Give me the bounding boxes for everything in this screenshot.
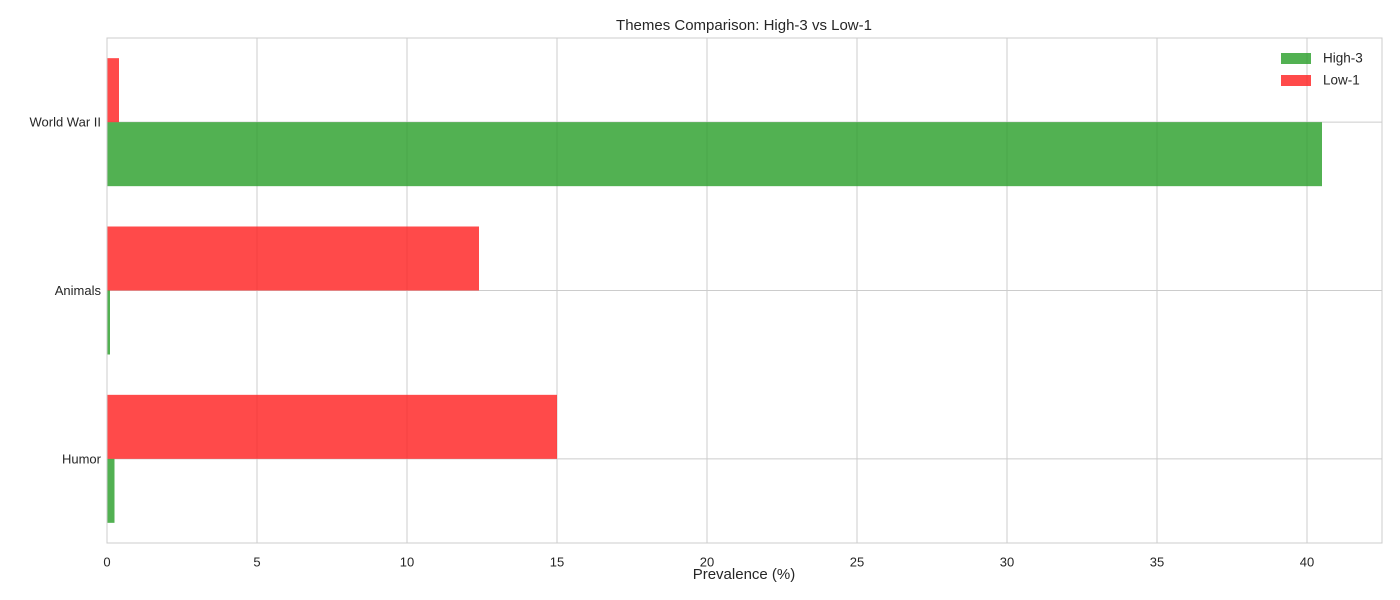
x-tick-label: 30 (1000, 555, 1014, 570)
x-tick-label: 5 (253, 555, 260, 570)
x-axis-title: Prevalence (%) (693, 566, 796, 583)
bar-high-3-humor (107, 458, 115, 523)
x-tick-label: 25 (850, 555, 864, 570)
x-tick-label: 0 (103, 555, 110, 570)
x-tick-labels: 0 5 10 15 20 25 30 35 40 (103, 555, 1314, 570)
bar-low-1-animals (107, 226, 479, 291)
y-tick-label: Humor (62, 451, 102, 466)
legend-item-high-3[interactable]: High-3 (1281, 51, 1363, 66)
bars (107, 58, 1322, 523)
legend-item-low-1[interactable]: Low-1 (1281, 73, 1360, 88)
x-tick-label: 20 (700, 555, 714, 570)
legend-swatch (1281, 53, 1311, 64)
chart-title: Themes Comparison: High-3 vs Low-1 (616, 17, 872, 34)
y-tick-label: World War II (29, 115, 101, 130)
x-tick-label: 40 (1300, 555, 1314, 570)
plot-frame (106, 37, 1383, 544)
bar-low-1-humor (107, 394, 557, 459)
bar-high-3-animals (107, 290, 110, 355)
y-tick-label: Animals (55, 283, 102, 298)
x-tick-label: 35 (1150, 555, 1164, 570)
x-tick-label: 15 (550, 555, 564, 570)
legend-label: Low-1 (1323, 73, 1360, 88)
legend[interactable]: High-3 Low-1 (1281, 51, 1363, 88)
x-tick-label: 10 (400, 555, 414, 570)
bar-low-1-world-war-ii (107, 58, 119, 123)
legend-label: High-3 (1323, 51, 1363, 66)
bar-high-3-world-war-ii (107, 122, 1322, 187)
legend-swatch (1281, 75, 1311, 86)
y-tick-labels: World War II Animals Humor (29, 115, 101, 467)
